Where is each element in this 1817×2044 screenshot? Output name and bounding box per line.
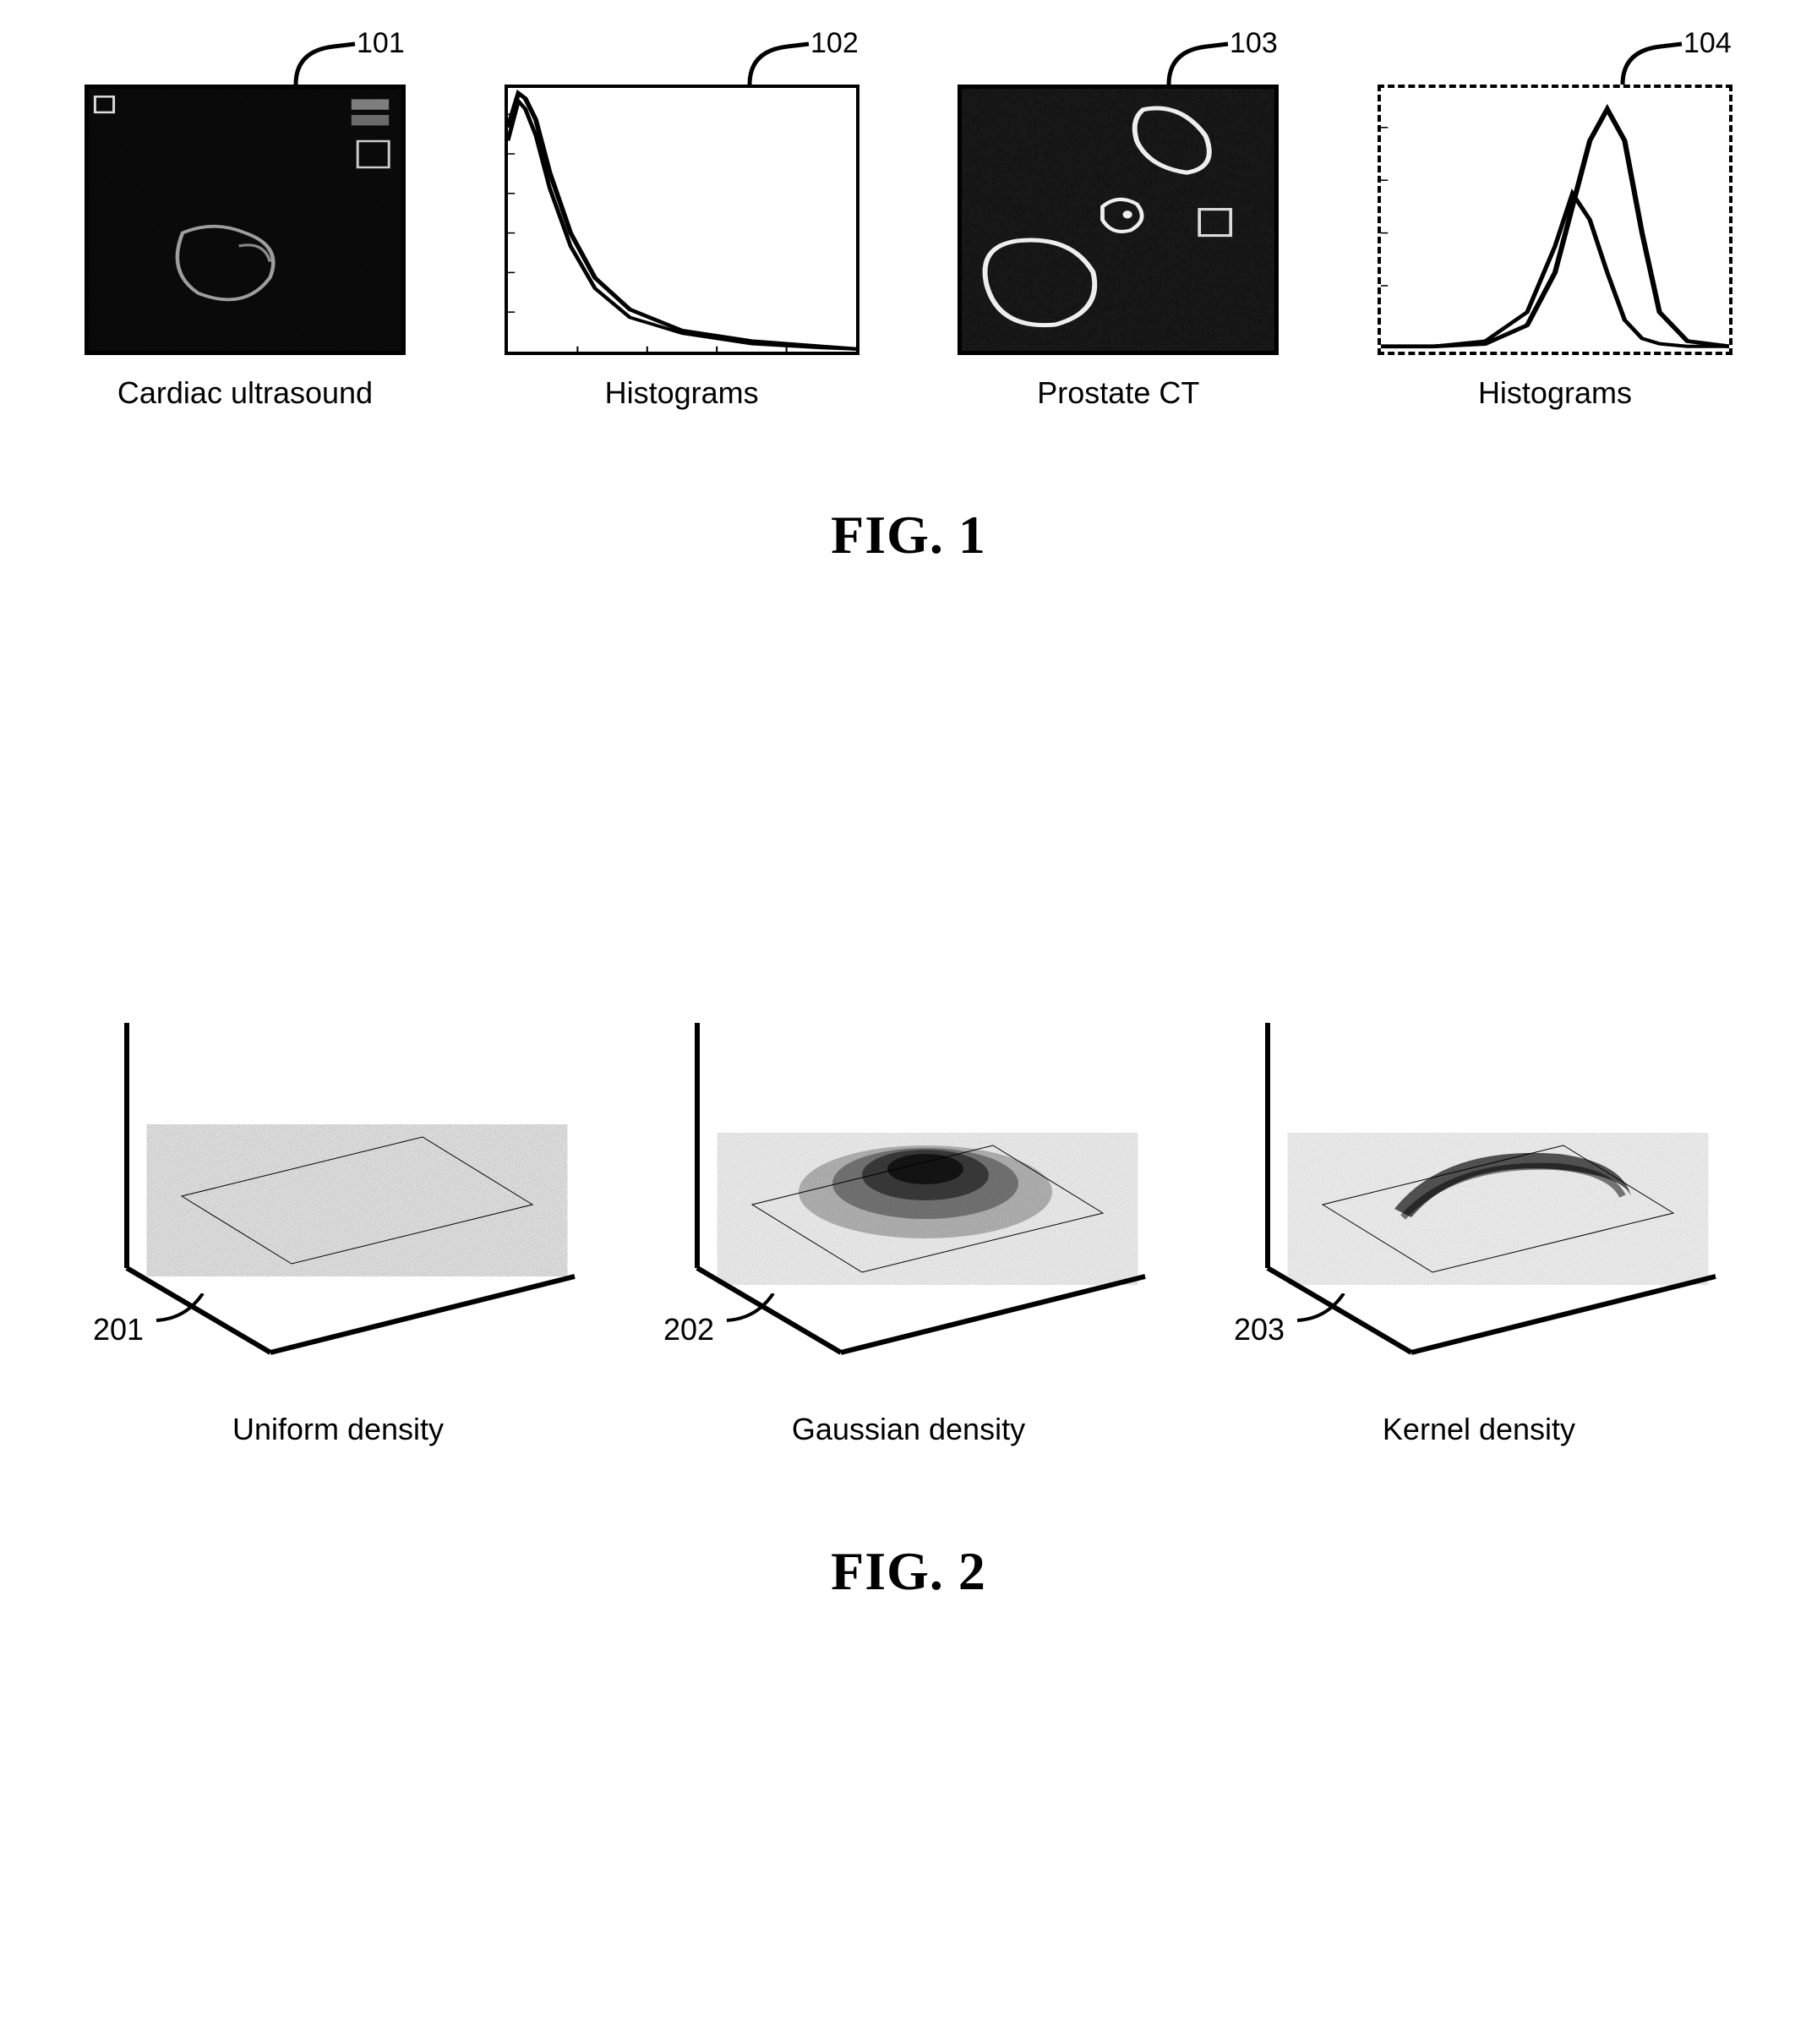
figure-2-title: FIG. 2 [85,1540,1732,1603]
panel-203: 203 Kernel density [1225,1006,1732,1447]
caption-103: Prostate CT [1037,375,1199,411]
ref-num-203: 203 [1234,1312,1285,1347]
caption-203: Kernel density [1383,1412,1575,1447]
panel-201: 201 Uniform density [85,1006,592,1447]
caption-102: Histograms [605,375,759,411]
ref-num-103: 103 [1230,27,1278,59]
figure-1: 101 Cardiac ultrasound [85,85,1732,566]
prostate-ct-image [958,85,1279,355]
figure-2-row: 201 Uniform density [85,1006,1732,1447]
y-ticks [508,114,515,312]
ref-num-201: 201 [93,1312,144,1347]
decay-curve-svg [508,88,856,352]
panel-103: 103 Prostate CT [958,85,1279,411]
ref-num-101: 101 [357,27,405,59]
caption-201: Uniform density [232,1412,444,1447]
histogram-chart-104 [1378,85,1732,355]
figure-2: 201 Uniform density [85,1006,1732,1603]
panel-104: 104 Histograms [1378,85,1732,411]
panel-202: 202 Gaussian density [655,1006,1162,1447]
ref-num-102: 102 [810,27,859,59]
ref-num-202: 202 [663,1312,714,1347]
panel-102: 102 Histograms [505,85,859,411]
panel-101: 101 Cardiac ultrasound [85,85,406,411]
cardiac-ultrasound-image [85,85,406,355]
histogram-chart-102 [505,85,859,355]
ref-num-104: 104 [1683,27,1732,59]
caption-104: Histograms [1478,375,1632,411]
caption-101: Cardiac ultrasound [117,375,373,411]
caption-202: Gaussian density [792,1412,1025,1447]
x-ticks [577,347,786,352]
peak-curve-svg [1381,88,1729,352]
figure-1-title: FIG. 1 [85,504,1732,566]
figure-1-row: 101 Cardiac ultrasound [85,85,1732,411]
